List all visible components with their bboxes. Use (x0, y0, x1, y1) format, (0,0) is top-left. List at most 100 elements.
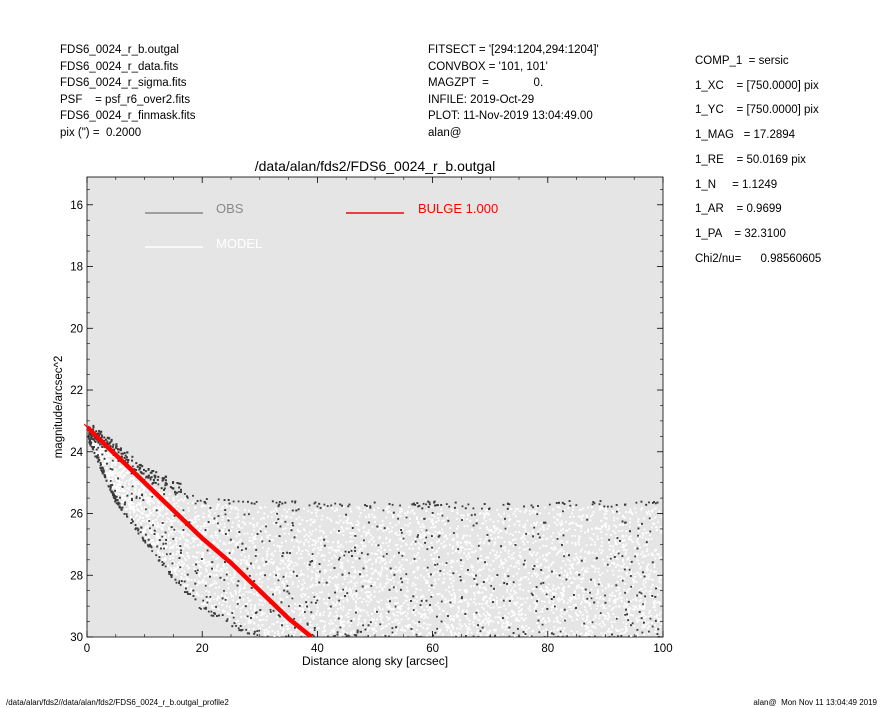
data-point (613, 621, 616, 623)
data-point (349, 527, 352, 530)
data-point (547, 583, 550, 586)
data-point (169, 555, 172, 558)
data-point (573, 559, 576, 561)
data-point (438, 628, 441, 631)
data-point (617, 564, 620, 567)
data-point (552, 592, 554, 594)
data-point (533, 522, 535, 524)
data-point (600, 552, 602, 555)
data-point (213, 541, 216, 544)
data-point (420, 517, 423, 520)
data-point (406, 596, 409, 599)
data-point (514, 507, 517, 510)
data-point (370, 599, 373, 601)
data-point (260, 518, 262, 521)
data-point (572, 509, 574, 511)
data-point (348, 612, 350, 615)
data-point (457, 544, 459, 547)
data-point (356, 581, 358, 584)
data-point (504, 546, 507, 549)
data-point (610, 621, 613, 624)
data-point (303, 562, 306, 565)
data-point (547, 569, 550, 572)
data-point (514, 635, 516, 637)
data-point (473, 617, 476, 620)
data-point (414, 537, 417, 540)
data-point (255, 547, 257, 550)
data-point (254, 545, 257, 547)
data-point (144, 487, 147, 490)
data-point (182, 536, 185, 539)
data-point (241, 520, 244, 523)
data-point (265, 619, 268, 621)
data-point (628, 611, 630, 614)
data-point (570, 630, 573, 632)
data-point (623, 602, 626, 605)
data-point (302, 614, 305, 617)
data-point (434, 580, 436, 583)
data-point (452, 576, 455, 579)
data-point (123, 500, 125, 502)
data-point (317, 595, 320, 598)
data-point (562, 532, 565, 534)
data-point (512, 539, 514, 541)
data-point (399, 571, 402, 574)
data-point (234, 591, 237, 594)
data-point (239, 611, 242, 613)
data-point (496, 527, 499, 530)
data-point (430, 594, 433, 597)
data-point (618, 569, 620, 572)
data-point (547, 620, 550, 623)
data-point (571, 565, 573, 567)
data-point (401, 629, 404, 632)
data-point (109, 474, 112, 477)
data-point (613, 516, 616, 519)
data-point (620, 599, 622, 602)
data-point (469, 628, 472, 631)
data-point (546, 554, 548, 557)
data-point (644, 597, 646, 599)
data-point (381, 567, 384, 570)
data-point (139, 517, 141, 520)
data-point (396, 570, 399, 572)
data-point (184, 585, 187, 587)
data-point (368, 622, 371, 624)
data-point (287, 628, 290, 630)
data-point (560, 571, 563, 574)
data-point (363, 559, 366, 562)
data-point (366, 629, 369, 632)
data-point (187, 510, 190, 512)
data-point (412, 633, 415, 636)
data-point (451, 552, 454, 554)
data-point (517, 568, 520, 570)
data-point (462, 518, 465, 521)
data-point (599, 574, 601, 576)
data-point (622, 632, 625, 635)
data-point (514, 510, 517, 513)
data-point (303, 529, 306, 532)
data-point (621, 529, 623, 532)
data-point (343, 515, 346, 518)
data-point (195, 591, 198, 594)
data-point (641, 605, 644, 608)
data-point (258, 585, 260, 587)
data-point (626, 603, 629, 606)
data-point (651, 518, 654, 520)
data-point (234, 508, 237, 510)
data-point (306, 567, 309, 570)
data-point (373, 618, 375, 621)
data-point (508, 543, 511, 546)
data-point (439, 621, 442, 623)
data-point (135, 521, 138, 524)
data-point (557, 531, 560, 534)
data-point (475, 580, 477, 583)
data-point (495, 528, 498, 531)
data-point (258, 603, 261, 606)
data-point (521, 613, 524, 615)
data-point (651, 526, 653, 529)
data-point (507, 567, 510, 570)
data-point (555, 617, 558, 620)
data-point (472, 624, 475, 627)
data-point (657, 601, 659, 604)
data-point (248, 537, 251, 539)
